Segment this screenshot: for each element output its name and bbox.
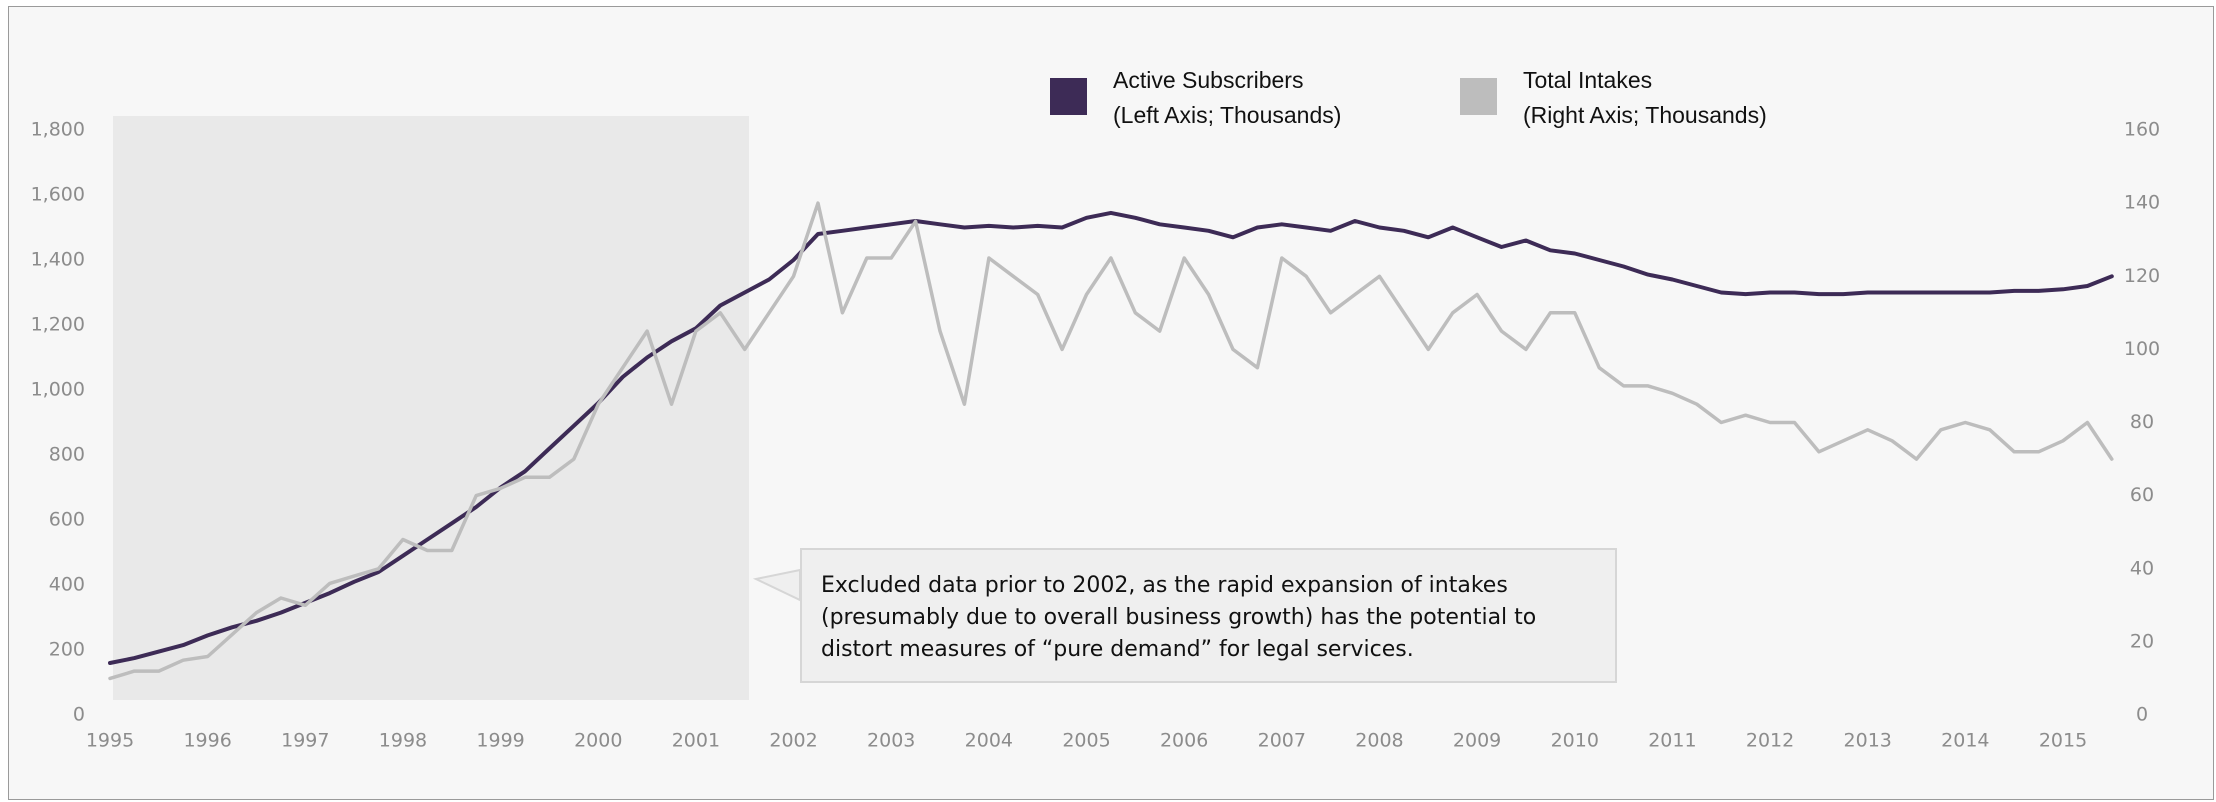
x-tick-label: 2005 <box>1062 730 1110 752</box>
excluded-period-shade <box>113 116 749 700</box>
y-tick-label: 800 <box>49 444 85 466</box>
y-tick-label: 1,200 <box>31 314 85 336</box>
y2-tick-label: 20 <box>2130 630 2154 652</box>
x-tick-label: 2007 <box>1258 730 1306 752</box>
x-tick-label: 1999 <box>476 730 524 752</box>
x-tick-label: 2014 <box>1941 730 1989 752</box>
y2-tick-label: 120 <box>2124 265 2160 287</box>
y-tick-label: 1,800 <box>31 119 85 141</box>
x-tick-label: 2000 <box>574 730 622 752</box>
y-tick-label: 0 <box>73 704 85 726</box>
x-tick-label: 1998 <box>379 730 427 752</box>
x-tick-label: 1997 <box>281 730 329 752</box>
x-tick-label: 2008 <box>1355 730 1403 752</box>
legend-swatch <box>1460 78 1497 115</box>
y2-tick-label: 40 <box>2130 557 2154 579</box>
x-tick-label: 2011 <box>1648 730 1696 752</box>
x-tick-label: 2010 <box>1551 730 1599 752</box>
x-tick-label: 2002 <box>769 730 817 752</box>
y-tick-label: 600 <box>49 509 85 531</box>
annotation: Excluded data prior to 2002, as the rapi… <box>800 548 1617 683</box>
x-tick-label: 2001 <box>672 730 720 752</box>
x-tick-label: 2006 <box>1160 730 1208 752</box>
y-tick-label: 1,400 <box>31 249 85 271</box>
y2-tick-label: 60 <box>2130 484 2154 506</box>
y2-tick-label: 140 <box>2124 192 2160 214</box>
y2-tick-label: 80 <box>2130 411 2154 433</box>
y-tick-label: 1,000 <box>31 379 85 401</box>
line-series <box>108 210 2114 665</box>
y2-tick-label: 160 <box>2124 119 2160 141</box>
x-tick-label: 2009 <box>1453 730 1501 752</box>
legend-label: Total Intakes (Right Axis; Thousands) <box>1523 67 1767 128</box>
y-tick-label: 200 <box>49 639 85 661</box>
line-series <box>108 201 2114 681</box>
legend-label: Active Subscribers (Left Axis; Thousands… <box>1113 67 1342 128</box>
x-tick-label: 2003 <box>867 730 915 752</box>
x-tick-label: 1995 <box>86 730 134 752</box>
x-tick-label: 2015 <box>2039 730 2087 752</box>
y2-tick-label: 100 <box>2124 338 2160 360</box>
x-tick-label: 1996 <box>183 730 231 752</box>
callout-pointer <box>752 568 801 602</box>
x-tick-label: 2004 <box>965 730 1013 752</box>
x-tick-label: 2013 <box>1844 730 1892 752</box>
y-tick-label: 400 <box>49 574 85 596</box>
x-tick-label: 2012 <box>1746 730 1794 752</box>
legend-swatch <box>1050 78 1087 115</box>
y2-tick-label: 0 <box>2136 704 2148 726</box>
y-tick-label: 1,600 <box>31 184 85 206</box>
